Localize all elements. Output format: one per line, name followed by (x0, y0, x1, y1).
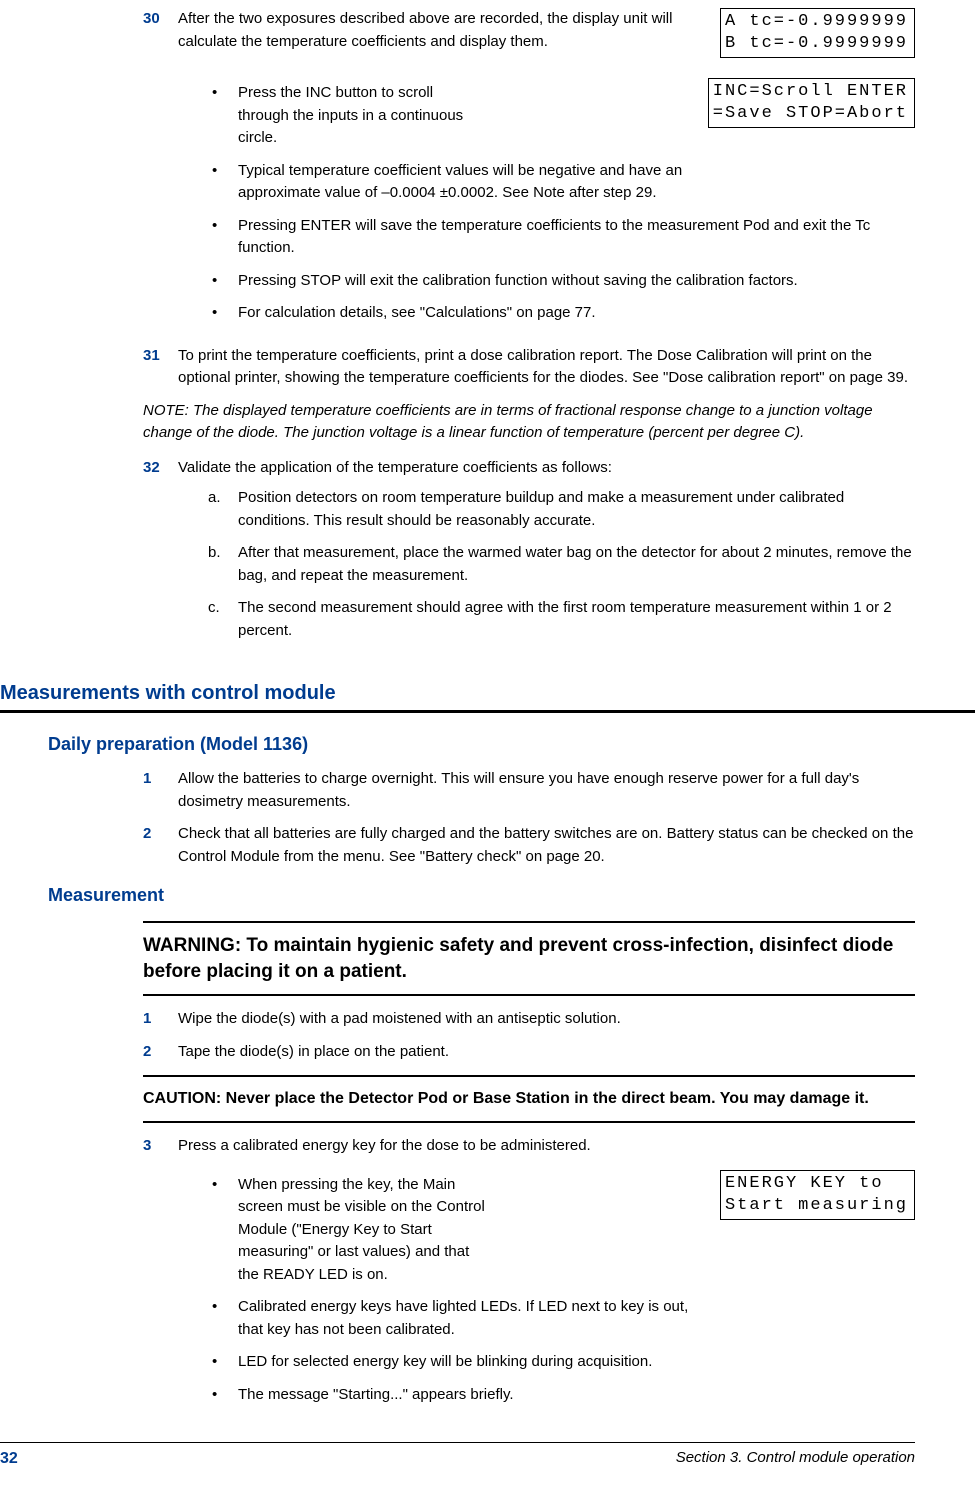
step-number: 30 (143, 8, 178, 335)
bullet-item: • The message "Starting..." appears brie… (208, 1384, 915, 1407)
bullet-dot: • (208, 1174, 238, 1287)
step-number: 1 (143, 1008, 178, 1031)
step-body: Validate the application of the temperat… (178, 457, 915, 653)
sub-letter: c. (208, 597, 238, 642)
bullet-dot: • (208, 82, 238, 150)
step-text: Allow the batteries to charge overnight.… (178, 768, 915, 813)
sub-item: a. Position detectors on room temperatur… (208, 487, 915, 532)
bullet-list: INC=Scroll ENTER =Save STOP=Abort • Pres… (208, 82, 915, 325)
bullet-item: • Typical temperature coefficient values… (208, 160, 915, 205)
step-number: 2 (143, 823, 178, 868)
bullet-item: • LED for selected energy key will be bl… (208, 1351, 915, 1374)
bullet-text: Pressing STOP will exit the calibration … (238, 270, 915, 293)
bullet-dot: • (208, 1351, 238, 1374)
bullet-text: When pressing the key, the Main screen m… (238, 1174, 700, 1287)
meas-step-3: 3 Press a calibrated energy key for the … (143, 1135, 915, 1416)
note-text: NOTE: The displayed temperature coeffici… (143, 400, 915, 445)
section-rule (0, 710, 975, 713)
heading-daily-prep: Daily preparation (Model 1136) (48, 731, 915, 758)
step-text: To print the temperature coefficients, p… (178, 345, 915, 390)
bullet-item: • For calculation details, see "Calculat… (208, 302, 915, 325)
daily-step-2: 2 Check that all batteries are fully cha… (143, 823, 915, 868)
lcd-display-tc: A tc=-0.9999999 B tc=-0.9999999 (720, 8, 915, 58)
sub-text: Position detectors on room temperature b… (238, 487, 915, 532)
step-number: 3 (143, 1135, 178, 1416)
step-number: 31 (143, 345, 178, 390)
step-31: 31 To print the temperature coefficients… (143, 345, 915, 390)
bullet-dot: • (208, 1296, 238, 1341)
step-text: Wipe the diode(s) with a pad moistened w… (178, 1008, 915, 1031)
daily-step-1: 1 Allow the batteries to charge overnigh… (143, 768, 915, 813)
step-text: Check that all batteries are fully charg… (178, 823, 915, 868)
bullet-text: For calculation details, see "Calculatio… (238, 302, 915, 325)
sub-item: b. After that measurement, place the war… (208, 542, 915, 587)
bullet-text: The message "Starting..." appears briefl… (238, 1384, 915, 1407)
bullet-item: • Press the INC button to scroll through… (208, 82, 688, 150)
sub-item: c. The second measurement should agree w… (208, 597, 915, 642)
step-number: 32 (143, 457, 178, 653)
caution-text: CAUTION: Never place the Detector Pod or… (143, 1087, 915, 1111)
bullet-dot: • (208, 302, 238, 325)
step-number: 1 (143, 768, 178, 813)
bullet-dot: • (208, 215, 238, 260)
step-text: Press a calibrated energy key for the do… (178, 1135, 915, 1158)
bullet-text: Typical temperature coefficient values w… (238, 160, 915, 205)
bullet-item: • Pressing ENTER will save the temperatu… (208, 215, 915, 260)
bullet-dot: • (208, 160, 238, 205)
bullet-text: Pressing ENTER will save the temperature… (238, 215, 915, 260)
page-number: 32 (0, 1447, 18, 1471)
bullet-list: ENERGY KEY to Start measuring • When pre… (208, 1174, 915, 1407)
step-body: Press a calibrated energy key for the do… (178, 1135, 915, 1416)
sub-letter: b. (208, 542, 238, 587)
bullet-text: LED for selected energy key will be blin… (238, 1351, 915, 1374)
heading-measurement: Measurement (48, 882, 915, 909)
lcd-display-inc: INC=Scroll ENTER =Save STOP=Abort (708, 78, 915, 128)
bullet-text: Calibrated energy keys have lighted LEDs… (238, 1296, 915, 1341)
sub-text: After that measurement, place the warmed… (238, 542, 915, 587)
lcd-display-energy: ENERGY KEY to Start measuring (720, 1170, 915, 1220)
bullet-item: • Calibrated energy keys have lighted LE… (208, 1296, 915, 1341)
meas-step-2: 2 Tape the diode(s) in place on the pati… (143, 1041, 915, 1064)
sub-list: a. Position detectors on room temperatur… (208, 487, 915, 642)
warning-text: WARNING: To maintain hygienic safety and… (143, 933, 915, 984)
warning-block: WARNING: To maintain hygienic safety and… (143, 921, 915, 996)
sub-text: The second measurement should agree with… (238, 597, 915, 642)
step-text: Tape the diode(s) in place on the patien… (178, 1041, 915, 1064)
bullet-item: • When pressing the key, the Main screen… (208, 1174, 700, 1287)
heading-measurements: Measurements with control module (0, 678, 915, 708)
step-32: 32 Validate the application of the tempe… (143, 457, 915, 653)
footer-section: Section 3. Control module operation (676, 1447, 915, 1470)
bullet-text: Press the INC button to scroll through t… (238, 82, 688, 150)
page-footer: 32 Section 3. Control module operation (0, 1442, 915, 1471)
sub-letter: a. (208, 487, 238, 532)
step-30: 30 A tc=-0.9999999 B tc=-0.9999999 After… (143, 8, 915, 335)
step-text: Validate the application of the temperat… (178, 457, 915, 480)
bullet-dot: • (208, 270, 238, 293)
step-number: 2 (143, 1041, 178, 1064)
meas-step-1: 1 Wipe the diode(s) with a pad moistened… (143, 1008, 915, 1031)
bullet-item: • Pressing STOP will exit the calibratio… (208, 270, 915, 293)
bullet-dot: • (208, 1384, 238, 1407)
caution-block: CAUTION: Never place the Detector Pod or… (143, 1075, 915, 1123)
step-body: A tc=-0.9999999 B tc=-0.9999999 After th… (178, 8, 915, 335)
